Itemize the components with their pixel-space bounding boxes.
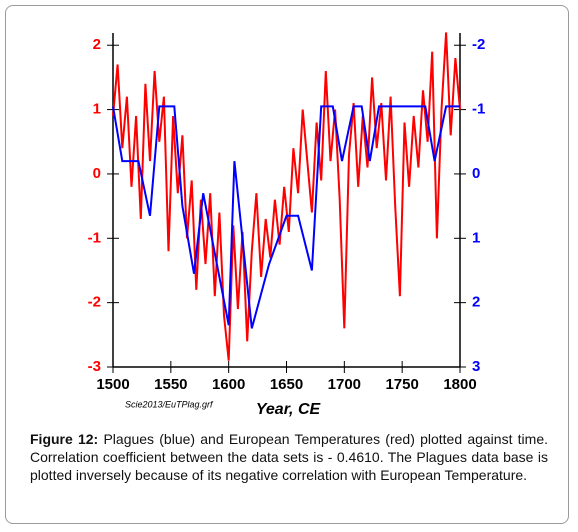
y-tick-label: -1 bbox=[88, 229, 101, 246]
figure-frame bbox=[5, 5, 569, 524]
x-tick-label: 1700 bbox=[328, 376, 361, 393]
y-tick-label: 0 bbox=[93, 165, 101, 182]
caption-text: Plagues (blue) and European Temperatures… bbox=[30, 431, 549, 483]
x-tick-label: 1600 bbox=[212, 376, 245, 393]
y2-tick-label: 1 bbox=[472, 229, 480, 246]
x-tick-label: 1800 bbox=[443, 376, 476, 393]
y-tick-label: -2 bbox=[88, 294, 101, 311]
plague-line bbox=[112, 105, 460, 329]
y2-tick-label: -1 bbox=[472, 101, 485, 118]
x-tick-label: 1750 bbox=[385, 376, 418, 393]
caption: Figure 12: Plagues (blue) and European T… bbox=[30, 430, 548, 484]
y-tick-label: 2 bbox=[93, 36, 101, 53]
y2-tick-label: 3 bbox=[472, 358, 480, 375]
annotation: Scie2013/EuTPlag.grf bbox=[125, 399, 214, 409]
caption-label: Figure 12: bbox=[30, 431, 99, 447]
x-axis-title: Year, CE bbox=[256, 401, 322, 418]
x-tick-label: 1500 bbox=[96, 376, 129, 393]
temperature-line bbox=[112, 32, 461, 361]
y2-tick-label: 0 bbox=[472, 165, 480, 182]
x-tick-label: 1650 bbox=[270, 376, 303, 393]
y-tick-label: 1 bbox=[93, 101, 101, 118]
y-tick-label: -3 bbox=[88, 358, 101, 375]
y2-tick-label: -2 bbox=[472, 36, 485, 53]
x-tick-label: 1550 bbox=[154, 376, 187, 393]
y2-tick-label: 2 bbox=[472, 294, 480, 311]
